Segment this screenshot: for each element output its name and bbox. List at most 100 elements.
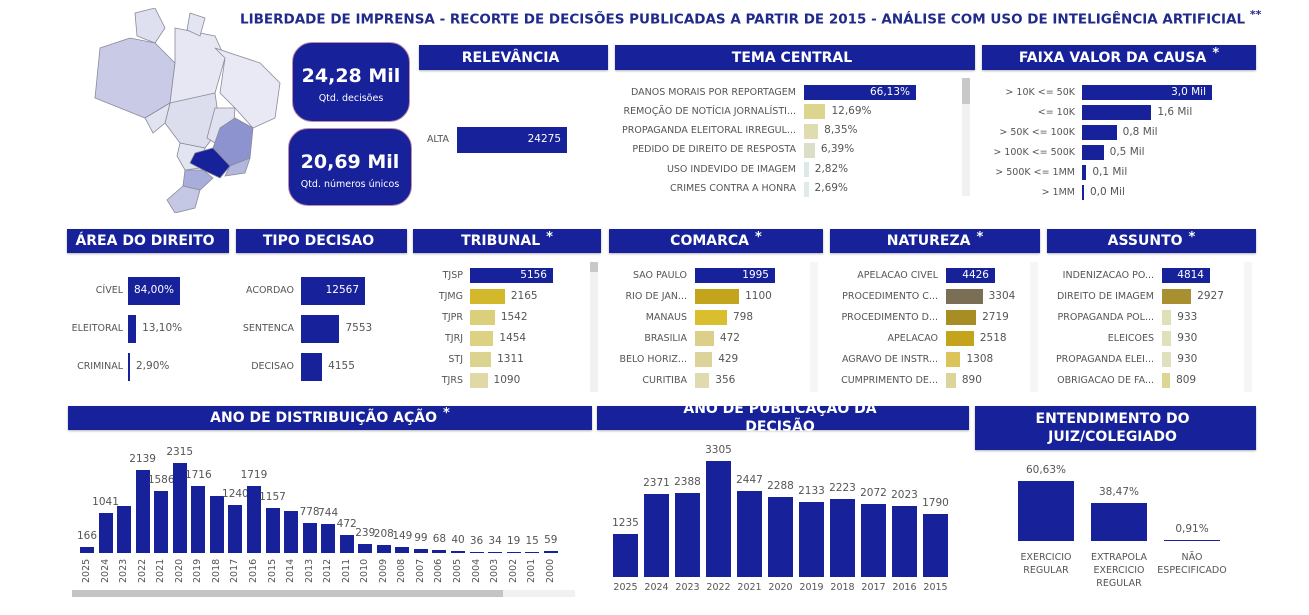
tribunal-bar[interactable] — [470, 331, 494, 346]
publicacao-column[interactable] — [830, 498, 855, 577]
tribunal-bar[interactable] — [470, 268, 553, 283]
tipo-bar[interactable] — [301, 277, 365, 305]
brazil-map[interactable] — [85, 8, 290, 213]
publicacao-data-label: 2388 — [674, 476, 701, 489]
distribuicao-column[interactable] — [432, 550, 447, 553]
distribuicao-column[interactable] — [451, 551, 465, 553]
distribuicao-column[interactable] — [321, 524, 336, 553]
assunto-label: OBRIGACAO DE FA... — [1057, 374, 1154, 386]
tema-bar[interactable] — [804, 123, 819, 139]
distribuicao-column[interactable] — [469, 551, 484, 553]
kpi-card-decisoes[interactable]: 24,28 Mil Qtd. decisões — [292, 42, 410, 122]
entendimento-column[interactable] — [1018, 481, 1074, 541]
assunto-bar[interactable] — [1162, 352, 1172, 367]
distribuicao-column[interactable] — [265, 508, 280, 553]
faixa-bar[interactable] — [1082, 165, 1087, 180]
header-natureza: NATUREZA * — [830, 229, 1040, 253]
tipo-bar[interactable] — [301, 353, 323, 381]
publicacao-column[interactable] — [737, 491, 762, 577]
distribuicao-column[interactable] — [543, 550, 558, 553]
natureza-bar[interactable] — [946, 331, 974, 346]
comarca-bar[interactable] — [695, 331, 714, 346]
comarca-bar[interactable] — [695, 268, 775, 283]
assunto-scrollbar[interactable] — [1244, 262, 1252, 392]
faixa-bar[interactable] — [1082, 145, 1104, 160]
publicacao-column[interactable] — [892, 505, 917, 577]
distribuicao-column[interactable] — [80, 546, 94, 553]
distribuicao-column[interactable] — [135, 469, 150, 553]
tipo-bar[interactable] — [301, 315, 340, 343]
entendimento-column[interactable] — [1164, 539, 1220, 541]
publicacao-column[interactable] — [799, 502, 824, 577]
distribuicao-column[interactable] — [488, 551, 503, 553]
distribuicao-column[interactable] — [376, 544, 391, 553]
distribuicao-column[interactable] — [117, 506, 132, 553]
header-title: ÁREA DO DIREITO — [75, 233, 215, 249]
distribuicao-horizontal-scrollbar[interactable] — [72, 590, 575, 597]
distribuicao-column[interactable] — [339, 534, 354, 553]
assunto-bar[interactable] — [1162, 373, 1171, 388]
tema-bar[interactable] — [804, 85, 916, 100]
tribunal-bar[interactable] — [470, 289, 505, 304]
publicacao-column[interactable] — [861, 504, 886, 577]
publicacao-column[interactable] — [644, 493, 669, 577]
comarca-bar[interactable] — [695, 310, 727, 325]
assunto-bar[interactable] — [1162, 268, 1210, 283]
distribuicao-column[interactable] — [172, 463, 187, 553]
area-bar[interactable] — [128, 315, 137, 343]
comarca-bar[interactable] — [695, 289, 740, 304]
entendimento-column[interactable] — [1091, 502, 1147, 541]
tribunal-bar[interactable] — [470, 352, 492, 367]
distribuicao-column[interactable] — [395, 547, 410, 553]
faixa-bar[interactable] — [1082, 105, 1152, 120]
assunto-bar[interactable] — [1162, 331, 1172, 346]
area-bar[interactable] — [128, 353, 130, 381]
relevancia-bar[interactable] — [457, 127, 567, 153]
comarca-bar[interactable] — [695, 373, 710, 388]
distribuicao-column[interactable] — [413, 549, 428, 553]
natureza-bar[interactable] — [946, 373, 956, 388]
tribunal-scrollbar[interactable] — [590, 262, 598, 392]
publicacao-column[interactable] — [613, 533, 638, 577]
natureza-bar[interactable] — [946, 268, 995, 283]
distribuicao-column[interactable] — [284, 511, 299, 553]
distribuicao-column[interactable] — [525, 551, 540, 553]
assunto-bar[interactable] — [1162, 310, 1172, 325]
tema-bar[interactable] — [804, 162, 809, 178]
tema-scrollbar[interactable] — [962, 78, 970, 196]
tema-label: PROPAGANDA ELEITORAL IRREGUL... — [622, 125, 796, 137]
tribunal-bar[interactable] — [470, 310, 495, 325]
natureza-scrollbar[interactable] — [1030, 262, 1038, 392]
distribuicao-column[interactable] — [358, 543, 373, 553]
scrollbar-thumb[interactable] — [72, 590, 503, 597]
distribuicao-column[interactable] — [209, 496, 224, 553]
tema-bar[interactable] — [804, 104, 826, 120]
distribuicao-column[interactable] — [246, 486, 261, 553]
distribuicao-column[interactable] — [154, 491, 169, 553]
tema-bar[interactable] — [804, 181, 809, 197]
assunto-bar[interactable] — [1162, 289, 1192, 304]
filter-asterisk: * — [546, 229, 553, 245]
natureza-bar[interactable] — [946, 310, 977, 325]
natureza-bar[interactable] — [946, 352, 961, 367]
distribuicao-column[interactable] — [506, 551, 521, 553]
tribunal-bar[interactable] — [470, 373, 488, 388]
tema-bar[interactable] — [804, 142, 815, 158]
faixa-bar[interactable] — [1082, 125, 1117, 140]
distribuicao-column[interactable] — [191, 486, 206, 553]
comarca-bar[interactable] — [695, 352, 713, 367]
publicacao-column[interactable] — [768, 496, 793, 577]
publicacao-column[interactable] — [923, 514, 948, 577]
distribuicao-column[interactable] — [98, 512, 113, 553]
distribuicao-column[interactable] — [228, 504, 243, 553]
faixa-value: 0,0 Mil — [1090, 185, 1125, 198]
natureza-bar[interactable] — [946, 289, 983, 304]
publicacao-column[interactable] — [706, 461, 731, 577]
comarca-scrollbar[interactable] — [810, 262, 818, 392]
faixa-bar[interactable] — [1082, 185, 1084, 200]
faixa-bar[interactable] — [1082, 85, 1212, 100]
distribuicao-column[interactable] — [302, 522, 317, 553]
kpi-card-numeros-unicos[interactable]: 20,69 Mil Qtd. números únicos — [288, 128, 412, 206]
area-bar[interactable] — [128, 277, 180, 305]
publicacao-column[interactable] — [675, 493, 700, 577]
